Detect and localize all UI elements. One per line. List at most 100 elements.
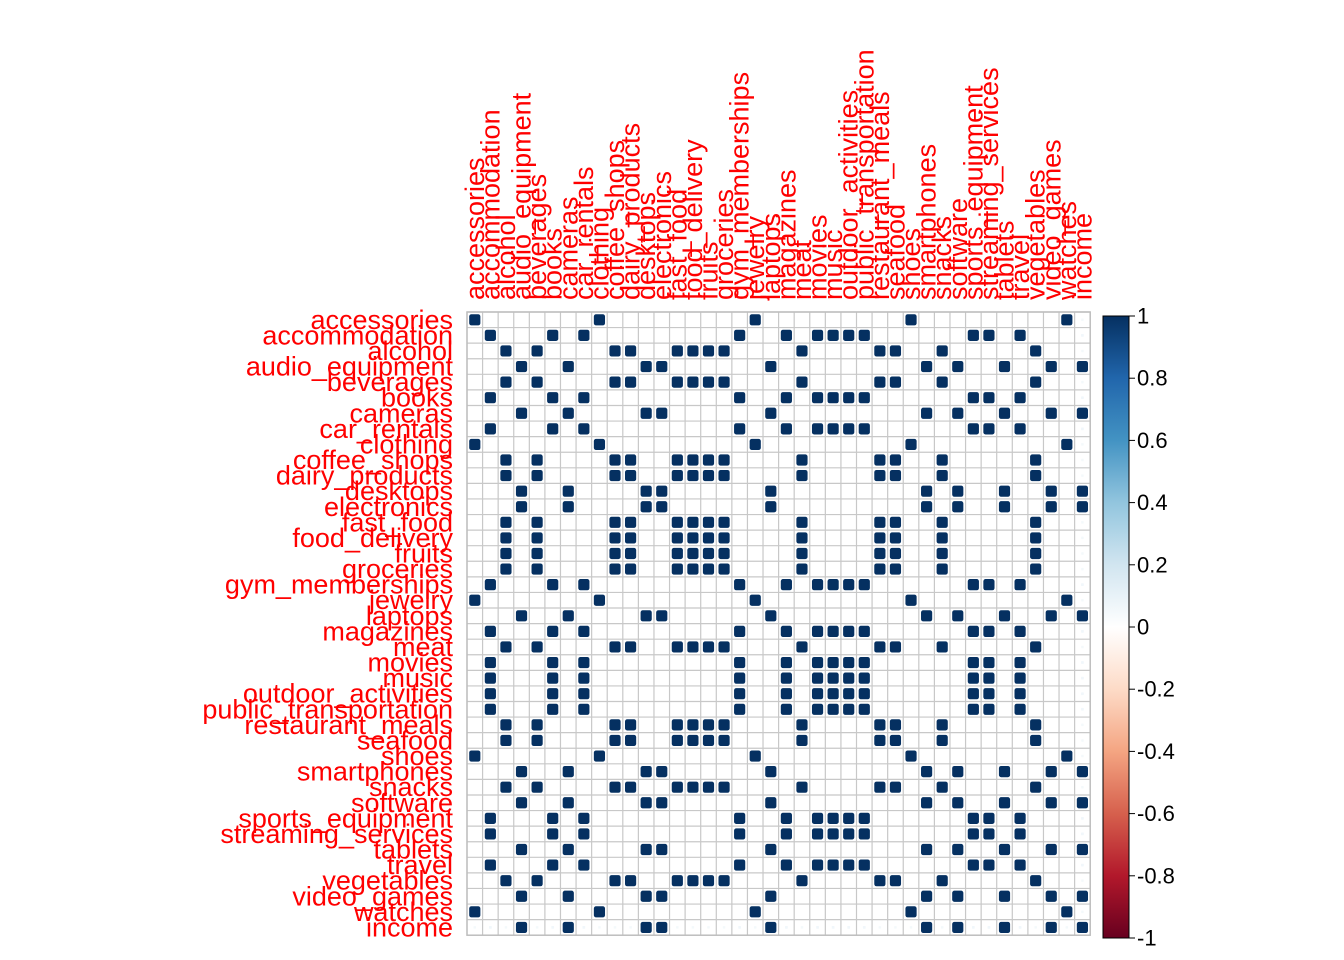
cell-electronics-tablets [998, 501, 1011, 513]
cell-groceries-vegetables [1030, 563, 1042, 575]
cell-music-accommodation [484, 672, 496, 684]
cell-meat-beverages [531, 641, 543, 653]
cell-software-software [952, 797, 964, 809]
cell-outdoor_activities-gym_memberships [734, 688, 746, 700]
cell-movies-gym_memberships [734, 656, 746, 669]
cell-video_games-software [952, 890, 964, 902]
cell-fruits-income [1081, 552, 1084, 555]
cell-music-music [827, 672, 839, 684]
cell-cameras-electronics [656, 407, 668, 419]
cell-smartphones-income [1076, 766, 1088, 778]
cell-car_rentals-movies [811, 423, 824, 435]
cell-accommodation-car_rentals [578, 329, 590, 341]
cell-video_games-electronics [656, 890, 668, 902]
cell-travel-sports_equipment [967, 859, 979, 871]
cell-software-laptops [765, 797, 777, 809]
cell-watches-accessories [469, 906, 481, 918]
cell-car_rentals-public_transportation [858, 423, 870, 435]
cell-seafood-restaurant_meals [874, 734, 886, 747]
cell-sports_equipment-travel [1014, 812, 1026, 824]
cell-magazines-outdoor_activities [843, 625, 855, 637]
cell-snacks-seafood [889, 781, 902, 793]
cell-public_transportation-travel [1014, 703, 1026, 715]
cell-income-accommodation [489, 926, 492, 929]
cell-restaurant_meals-fast_food [671, 719, 683, 731]
row-label-fast_food: fast_food [342, 507, 453, 537]
cell-smartphones-electronics [656, 766, 668, 778]
cell-public_transportation-gym_memberships [734, 703, 746, 715]
cell-shoes-clothing [593, 750, 606, 762]
cell-software-cameras [562, 797, 574, 809]
cell-income-public_transportation [862, 926, 866, 929]
cell-movies-streaming_services [983, 656, 995, 669]
cell-income-groceries [722, 926, 726, 929]
cell-beverages-income [1081, 380, 1084, 384]
cell-movies-movies [811, 656, 824, 669]
col-label-beverages: beverages [522, 174, 552, 300]
cell-income-vegetables [1034, 926, 1037, 929]
cell-sports_equipment-sports_equipment [967, 812, 979, 824]
col-label-sports_equipment: sports_equipment [958, 85, 988, 300]
row-label-vegetables: vegetables [322, 866, 453, 896]
cell-alcohol-fast_food [671, 345, 683, 357]
cell-income-income [1076, 921, 1088, 933]
cell-dairy_products-alcohol [500, 470, 512, 482]
cell-laptops-income [1076, 610, 1088, 622]
cell-outdoor_activities-books [547, 688, 559, 700]
row-label-food_delivery: food_delivery [292, 523, 453, 553]
cell-magazines-gym_memberships [734, 625, 746, 637]
cell-alcohol-fruits [702, 345, 715, 357]
col-label-music: music [818, 229, 848, 300]
cell-outdoor_activities-accommodation [484, 688, 496, 700]
cell-income-audio_equipment [515, 921, 528, 933]
cell-music-movies [811, 672, 824, 684]
cell-alcohol-restaurant_meals [874, 345, 886, 357]
cell-gym_memberships-travel [1014, 579, 1026, 591]
cell-seafood-groceries [718, 734, 730, 747]
cell-income-books [551, 926, 555, 929]
col-label-cameras: cameras [553, 196, 583, 300]
cell-accommodation-gym_memberships [734, 329, 746, 341]
col-label-restaurant_meals: restaurant_meals [865, 91, 895, 300]
cell-movies-travel [1014, 656, 1026, 669]
cell-accommodation-income [1081, 334, 1084, 337]
cell-watches-income [1081, 910, 1084, 914]
cell-magazines-music [827, 625, 839, 637]
cell-meat-restaurant_meals [874, 641, 886, 653]
cell-accommodation-streaming_services [983, 329, 995, 341]
cell-fruits-food_delivery [687, 547, 699, 560]
cell-magazines-public_transportation [858, 625, 870, 637]
cell-tablets-desktops [640, 843, 652, 856]
cell-accommodation-music [827, 329, 839, 341]
cell-sports_equipment-income [1081, 816, 1084, 820]
cell-fruits-restaurant_meals [874, 547, 886, 560]
cell-vegetables-alcohol [500, 875, 512, 887]
cell-food_delivery-alcohol [500, 532, 512, 544]
cell-seafood-vegetables [1030, 734, 1042, 747]
cell-alcohol-groceries [718, 345, 730, 357]
cell-seafood-seafood [889, 734, 902, 747]
cell-travel-gym_memberships [734, 859, 746, 871]
cell-accommodation-public_transportation [858, 329, 870, 341]
row-label-laptops: laptops [366, 601, 453, 631]
cell-seafood-fruits [702, 734, 715, 747]
cell-audio_equipment-income [1076, 360, 1088, 373]
cell-tablets-software [952, 843, 964, 856]
cell-books-sports_equipment [967, 392, 979, 404]
cell-vegetables-coffee_shops [609, 875, 621, 887]
legend-tick-label: -0.8 [1137, 863, 1175, 888]
cell-laptops-tablets [998, 610, 1011, 622]
cell-desktops-video_games [1045, 485, 1057, 497]
cell-public_transportation-streaming_services [983, 703, 995, 715]
cell-magazines-books [547, 625, 559, 637]
cell-accommodation-outdoor_activities [843, 329, 855, 341]
cell-movies-books [547, 656, 559, 669]
cell-streaming_services-gym_memberships [734, 828, 746, 840]
cell-shoes-jewelry [749, 750, 761, 762]
cell-car_rentals-magazines [780, 423, 792, 435]
cell-sports_equipment-accommodation [484, 812, 496, 824]
cell-coffee_shops-vegetables [1030, 454, 1042, 466]
col-label-snacks: snacks [927, 216, 957, 300]
cell-books-accommodation [484, 392, 496, 404]
cell-income-dairy_products [629, 926, 632, 929]
